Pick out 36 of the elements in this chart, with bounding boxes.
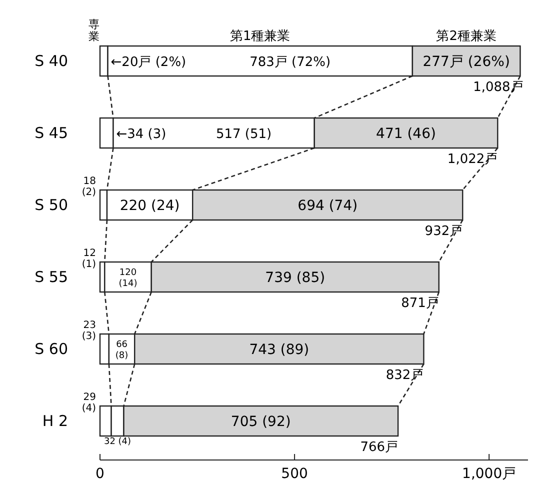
y-tick-label: S 45 [34, 124, 68, 142]
data-label: 29 (4) [82, 392, 96, 414]
annotation: 1,088戸 [473, 80, 524, 95]
data-label: 66 (8) [115, 340, 128, 361]
x-tick-label: 500 [281, 466, 308, 482]
data-label: 12 (1) [82, 248, 96, 270]
data-label: 705 (92) [230, 414, 291, 430]
annotation: 1,022戸 [447, 152, 498, 167]
series-label: 専業 [88, 18, 100, 43]
data-label: 739 (85) [265, 270, 326, 286]
annotation: 871戸 [401, 296, 439, 311]
x-tick-label: 1,000戸 [462, 466, 516, 482]
series-label: 第2種兼業 [436, 29, 496, 44]
y-tick-label: H 2 [42, 412, 68, 430]
data-label: 517 (51) [216, 127, 272, 142]
data-label: ←34 (3) [116, 127, 166, 142]
data-label: 18 (2) [82, 176, 96, 198]
data-label: 32 (4) [104, 437, 132, 447]
data-label: ←20戸 (2%) [110, 55, 186, 70]
y-tick-label: S 55 [34, 268, 68, 286]
annotation: 932戸 [424, 224, 463, 239]
y-tick-label: S 50 [34, 196, 68, 214]
data-label: 783戸 (72%) [250, 55, 331, 70]
data-label: 120 (14) [118, 268, 138, 289]
data-label: 220 (24) [120, 198, 180, 214]
annotation: 766戸 [360, 440, 398, 455]
annotation: 832戸 [386, 368, 424, 383]
data-label: 694 (74) [298, 198, 358, 214]
y-tick-label: S 40 [34, 52, 68, 70]
x-tick-label: 0 [96, 466, 104, 482]
data-label: 743 (89) [249, 342, 310, 358]
y-tick-label: S 60 [34, 340, 68, 358]
series-label: 第1種兼業 [230, 29, 290, 44]
data-label: 471 (46) [376, 126, 436, 142]
data-label: 23 (3) [82, 320, 96, 342]
data-label: 277戸 (26%) [422, 54, 510, 70]
